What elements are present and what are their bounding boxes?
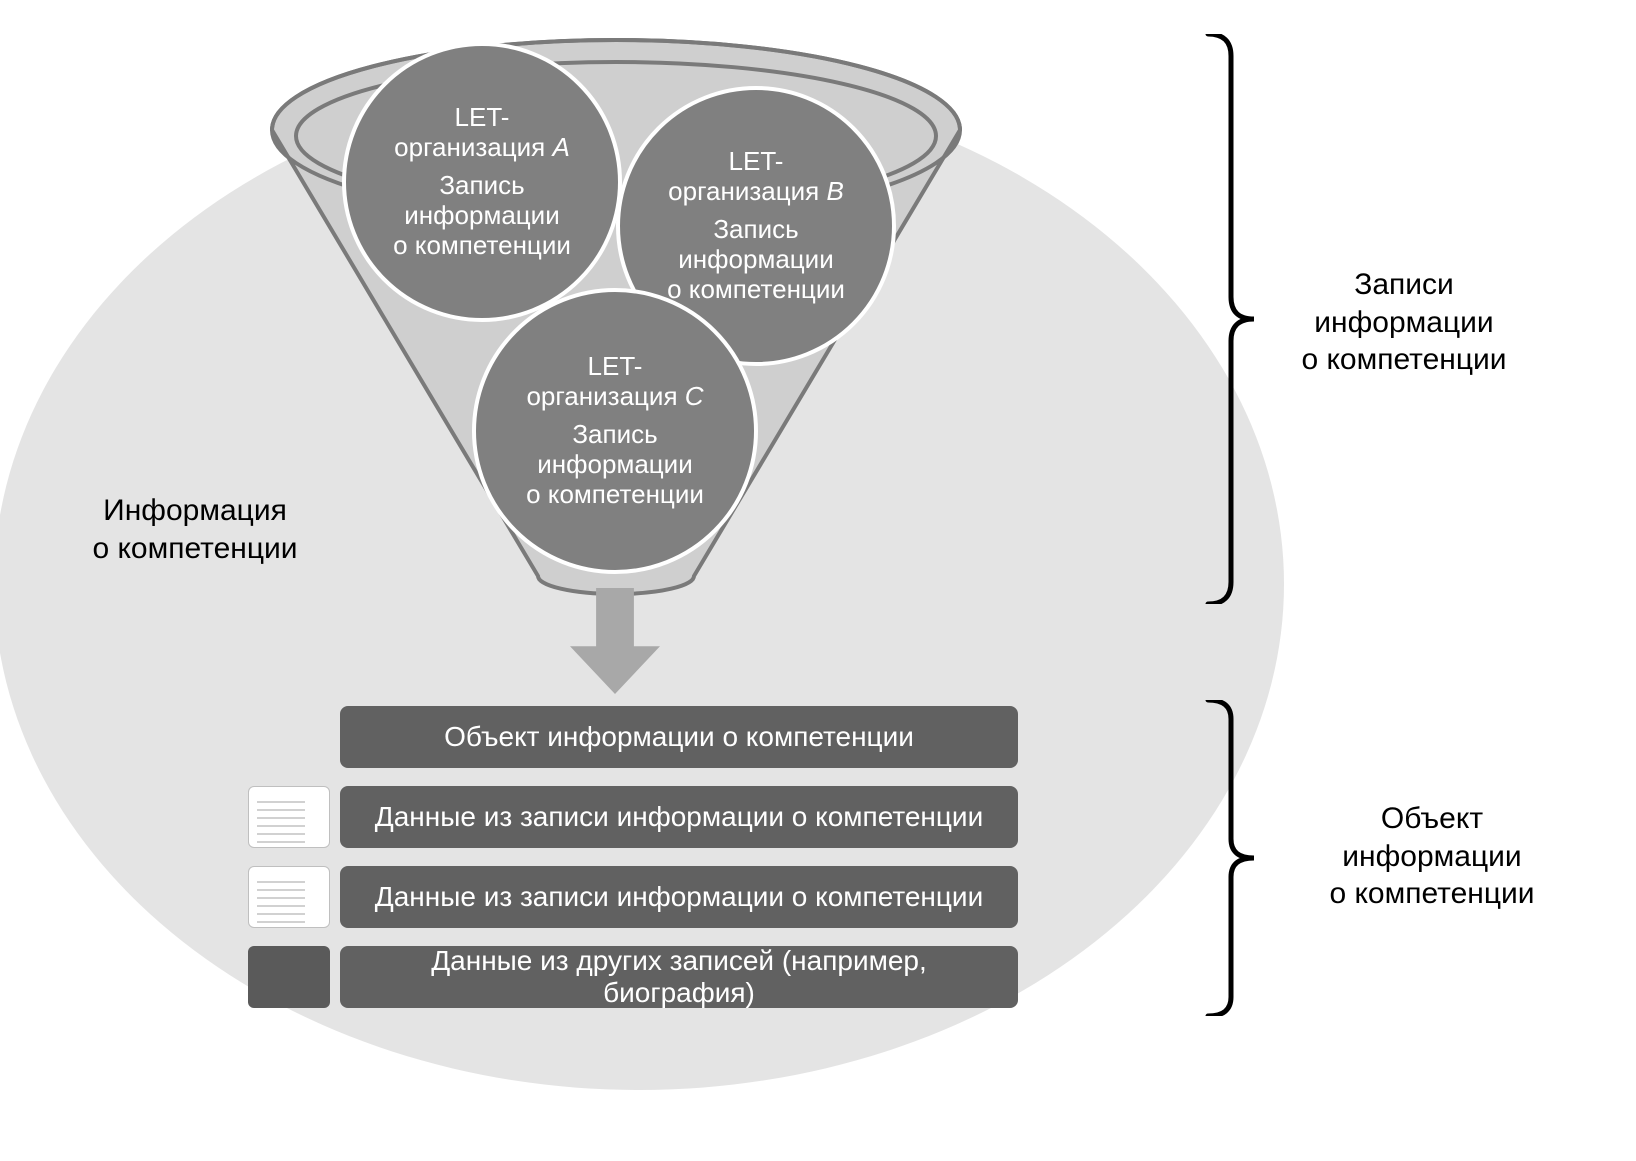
t: LET- [455, 102, 510, 132]
data-record-bar: Данные из записи информации о компетенци… [340, 866, 1018, 928]
info-object-bar: Объект информации о компетенции [340, 706, 1018, 768]
bar-row-2: Данные из записи информации о компетенци… [248, 786, 1018, 848]
t: Записи [1354, 268, 1454, 301]
t: организация [526, 381, 677, 411]
circle-title: LET- организация B [668, 147, 844, 207]
down-arrow-icon [570, 588, 660, 694]
circle-org-c: LET- организация C Запись информации о к… [472, 288, 758, 574]
bar-row-1: Объект информации о компетенции [340, 706, 1018, 768]
t: Объект [1381, 802, 1483, 835]
t: о компетенции [526, 479, 704, 509]
t: о компетенции [667, 274, 845, 304]
t: Информация [103, 494, 287, 527]
t: о компетенции [1329, 877, 1534, 910]
suffix: C [678, 381, 704, 411]
brace-top-icon [1204, 34, 1258, 604]
circle-subtitle: Запись информации о компетенции [526, 420, 704, 510]
doc-thumb-icon [248, 866, 330, 928]
t: LET- [588, 351, 643, 381]
right-top-label: Записи информации о компетенции [1274, 266, 1534, 379]
t: Запись [713, 214, 798, 244]
suffix: A [545, 132, 570, 162]
t: организация [394, 132, 545, 162]
circle-title: LET- организация A [394, 103, 570, 163]
t: LET- [729, 146, 784, 176]
bar-row-3: Данные из записи информации о компетенци… [248, 866, 1018, 928]
circle-org-a: LET- организация A Запись информации о к… [342, 42, 622, 322]
left-info-label: Информация о компетенции [70, 492, 320, 567]
dark-thumb-icon [248, 946, 330, 1008]
data-record-bar: Данные из записи информации о компетенци… [340, 786, 1018, 848]
t: информации [404, 200, 559, 230]
doc-thumb-icon [248, 786, 330, 848]
t: Запись [572, 419, 657, 449]
circle-subtitle: Запись информации о компетенции [667, 215, 845, 305]
t: о компетенции [1301, 343, 1506, 376]
circle-title: LET- организация C [526, 352, 703, 412]
t: организация [668, 176, 819, 206]
brace-bottom-icon [1204, 700, 1258, 1016]
suffix: B [819, 176, 844, 206]
t: Запись [439, 170, 524, 200]
t: информации [678, 244, 833, 274]
circle-subtitle: Запись информации о компетенции [393, 171, 571, 261]
data-other-bar: Данные из других записей (например, биог… [340, 946, 1018, 1008]
diagram-stage: LET- организация A Запись информации о к… [0, 0, 1636, 1161]
right-bottom-label: Объект информации о компетенции [1302, 800, 1562, 913]
bar-row-4: Данные из других записей (например, биог… [248, 946, 1018, 1008]
t: информации [1314, 306, 1493, 339]
t: о компетенции [393, 230, 571, 260]
t: о компетенции [92, 532, 297, 565]
t: информации [537, 449, 692, 479]
t: информации [1342, 840, 1521, 873]
